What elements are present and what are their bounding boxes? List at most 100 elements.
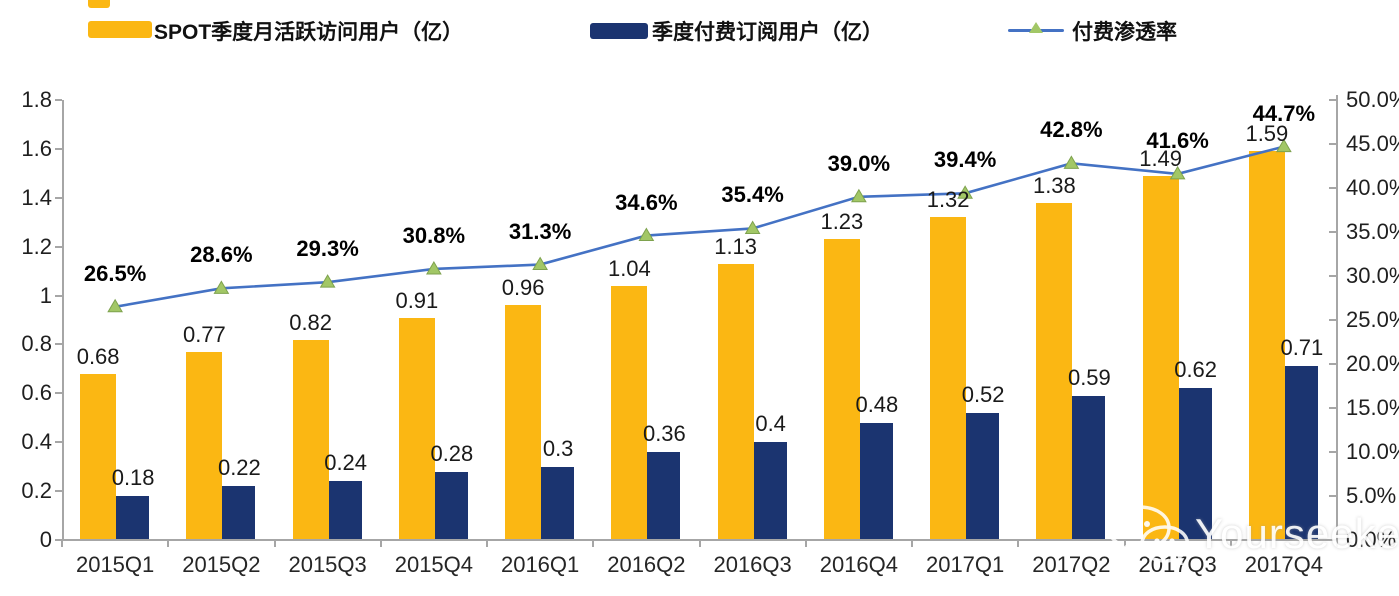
bar-value-label-subscribers: 0.52 <box>961 381 1005 407</box>
y-axis-right-tick <box>1329 319 1336 321</box>
y-axis-right-tick <box>1329 407 1336 409</box>
x-axis-tick <box>698 540 701 547</box>
legend-label-mau: SPOT季度月活跃访问用户（亿） <box>154 21 464 44</box>
x-axis-tick <box>1123 540 1126 547</box>
bar-subscribers <box>1072 395 1106 540</box>
bar-mau <box>823 239 860 540</box>
bar-value-label-mau: 0.96 <box>501 275 545 301</box>
triangle-marker-icon <box>426 260 442 275</box>
y-axis-left-tick <box>55 441 62 444</box>
bar-value-label-mau: 1.13 <box>714 233 758 259</box>
bar-mau <box>398 317 435 540</box>
cropped-element <box>88 0 110 8</box>
y-axis-right-tick <box>1329 495 1336 497</box>
y-axis-left-tick-label: 1.2 <box>21 233 52 259</box>
penetration-value-label: 28.6% <box>190 242 253 268</box>
wechat-icon <box>1107 505 1190 565</box>
y-axis-left-tick <box>55 99 62 101</box>
triangle-marker-icon <box>532 256 548 271</box>
bar-value-label-mau: 1.04 <box>607 255 651 281</box>
watermark: Yourseeker <box>1103 503 1399 565</box>
x-axis-tick <box>592 540 595 547</box>
bar-value-label-mau: 1.38 <box>1032 172 1076 198</box>
y-axis-left-tick <box>55 294 62 297</box>
penetration-value-label: 41.6% <box>1146 127 1209 153</box>
watermark-text: Yourseeker <box>1195 510 1399 557</box>
penetration-value-label: 29.3% <box>296 236 359 262</box>
bar-value-label-subscribers: 0.4 <box>755 411 786 437</box>
x-axis-tick <box>1229 540 1232 547</box>
y-axis-left-tick <box>55 539 62 541</box>
y-axis-left-tick-label: 1.8 <box>21 87 52 112</box>
y-axis-right-tick <box>1329 99 1336 101</box>
legend-swatch-subscribers <box>590 23 648 39</box>
y-axis-left-tick-label: 0 <box>39 527 52 552</box>
y-axis-left-tick-label: 1.4 <box>21 184 52 210</box>
x-axis-tick <box>486 540 488 547</box>
x-axis-category-label: 2016Q3 <box>713 552 792 577</box>
bar-value-label-subscribers: 0.36 <box>642 421 686 446</box>
bar-value-label-subscribers: 0.62 <box>1174 357 1218 383</box>
y-axis-right-tick-label: 30.0% <box>1346 263 1399 288</box>
x-axis-category-label: 2015Q3 <box>288 552 367 577</box>
x-axis-tick <box>1336 540 1338 547</box>
x-axis-tick <box>804 540 807 547</box>
triangle-marker-icon <box>638 227 655 242</box>
bar-value-label-subscribers: 0.71 <box>1280 335 1324 361</box>
penetration-value-label: 42.8% <box>1040 117 1103 143</box>
y-axis-right-tick <box>1329 187 1336 189</box>
legend-swatch-mau <box>88 21 152 38</box>
penetration-value-label: 31.3% <box>508 218 572 244</box>
bar-subscribers <box>222 486 256 540</box>
y-axis-left-tick <box>55 490 62 493</box>
triangle-marker-icon <box>851 188 867 203</box>
bar-value-label-subscribers: 0.28 <box>430 440 474 466</box>
y-axis-right-tick <box>1329 539 1336 541</box>
y-axis-right-tick-label: 45.0% <box>1346 131 1399 156</box>
y-axis-left-tick-label: 0.6 <box>21 380 52 406</box>
triangle-marker-icon <box>744 220 761 234</box>
y-axis-left-tick-label: 1.6 <box>21 135 52 161</box>
penetration-value-label: 26.5% <box>83 260 147 286</box>
bar-value-label-subscribers: 0.48 <box>855 391 899 417</box>
y-axis-left-tick <box>55 392 62 395</box>
bar-value-label-subscribers: 0.18 <box>111 465 155 490</box>
x-axis-category-label: 2015Q4 <box>394 552 474 577</box>
legend-label-subscribers: 季度付费订阅用户（亿） <box>652 21 883 44</box>
legend-label-penetration: 付费渗透率 <box>1072 21 1177 44</box>
x-axis-category-label: 2015Q1 <box>75 552 155 577</box>
y-axis-right-tick-label: 50.0% <box>1346 87 1399 112</box>
y-axis-right-tick-label: 5.0% <box>1346 483 1397 508</box>
penetration-value-label: 30.8% <box>402 222 466 248</box>
bar-subscribers <box>966 412 1000 540</box>
bar-subscribers <box>859 422 893 540</box>
bar-mau <box>292 339 329 540</box>
bar-mau <box>505 305 542 540</box>
x-axis-tick <box>167 540 170 547</box>
bar-value-label-subscribers: 0.24 <box>324 450 368 476</box>
bar-mau <box>186 351 223 540</box>
triangle-marker-icon <box>107 298 123 313</box>
y-axis-right-tick-label: 35.0% <box>1346 219 1399 244</box>
x-axis-category-label: 2015Q2 <box>182 552 261 577</box>
y-axis-left <box>62 100 64 540</box>
x-axis-category-label: 2017Q1 <box>925 552 1005 577</box>
bar-subscribers <box>1284 366 1318 540</box>
penetration-value-label: 34.6% <box>615 189 678 215</box>
y-axis-right-tick <box>1329 363 1336 365</box>
bar-subscribers <box>116 496 150 540</box>
bar-mau <box>80 373 117 540</box>
y-axis-left-tick <box>55 147 62 150</box>
x-axis-category-label: 2017Q2 <box>1032 552 1111 577</box>
y-axis-right-tick <box>1329 275 1336 277</box>
bar-subscribers <box>541 466 575 540</box>
x-axis-tick <box>379 540 382 547</box>
y-axis-right-tick-label: 20.0% <box>1346 351 1399 376</box>
bar-value-label-mau: 0.77 <box>182 321 226 347</box>
y-axis-left-tick <box>55 343 62 346</box>
y-axis-right-tick-label: 0.0% <box>1346 527 1397 552</box>
y-axis-left-tick <box>55 196 62 199</box>
x-axis-category-label: 2016Q4 <box>819 552 899 577</box>
y-axis-right-tick-label: 25.0% <box>1346 307 1399 332</box>
bar-value-label-subscribers: 0.22 <box>217 455 261 481</box>
